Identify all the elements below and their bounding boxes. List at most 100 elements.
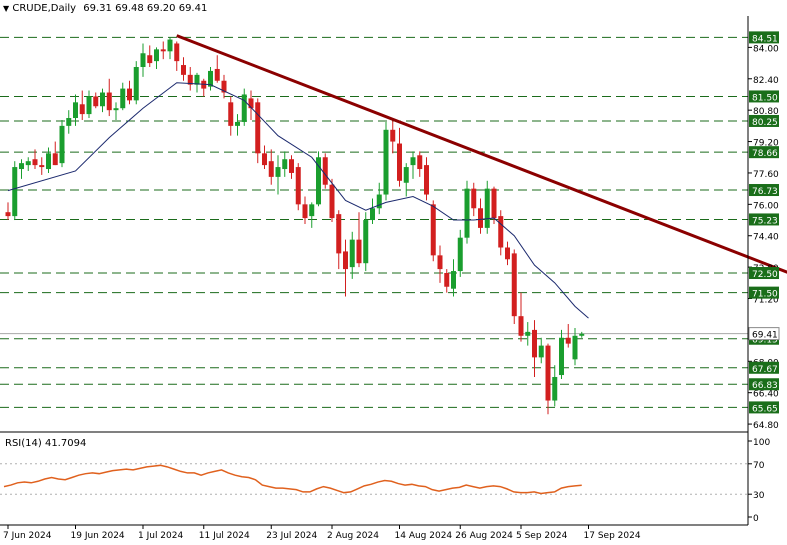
date-tick-label: 17 Sep 2024	[584, 531, 641, 541]
date-tick-label: 11 Jul 2024	[199, 531, 250, 541]
candle-body	[525, 331, 531, 336]
candle-body	[221, 80, 227, 93]
candle-body	[228, 102, 234, 126]
candle-body	[127, 88, 132, 101]
price-tick-label: 82.40	[753, 76, 779, 86]
date-tick-label: 14 Aug 2024	[395, 531, 453, 541]
level-label-box	[749, 401, 779, 414]
candle-body	[538, 345, 544, 358]
level-label: 84.51	[752, 34, 778, 44]
level-label: 67.67	[752, 365, 778, 375]
candle-body	[545, 345, 551, 401]
price-tick-label: 79.20	[753, 139, 779, 149]
date-tick-label: 2 Aug 2024	[327, 531, 379, 541]
candle-body	[403, 167, 409, 183]
candle-body	[363, 220, 369, 264]
candle-body	[498, 216, 504, 248]
level-label: 76.73	[752, 187, 778, 197]
symbol-label: CRUDE,Daily	[12, 3, 77, 14]
candle-body	[5, 212, 11, 217]
candle-body	[248, 98, 254, 109]
candle-body	[66, 118, 72, 126]
collapse-arrow-icon[interactable]: ▼	[3, 4, 10, 13]
level-label: 72.50	[752, 270, 778, 280]
trendline-layer	[176, 34, 787, 274]
level-label-box	[749, 184, 779, 197]
rsi-label: RSI(14) 41.7094	[5, 438, 87, 449]
candle-body	[282, 159, 288, 170]
candle-body	[491, 188, 497, 219]
candlestick-series	[5, 37, 585, 415]
candle-body	[505, 247, 510, 260]
candle-body	[275, 167, 281, 177]
candle-body	[73, 102, 78, 119]
candle-body	[79, 104, 85, 115]
candle-body	[437, 255, 443, 270]
candle-body	[255, 102, 261, 154]
candle-body	[39, 165, 45, 168]
candle-body	[147, 55, 153, 64]
rsi-series	[0, 463, 748, 495]
moving-average-line	[7, 82, 589, 319]
candle-body	[309, 204, 315, 217]
candle-body	[484, 188, 490, 228]
candle-body	[457, 237, 463, 272]
rsi-tick-label: 100	[753, 438, 770, 448]
candle-body	[113, 108, 119, 111]
candle-body	[390, 129, 396, 142]
rsi-tick-label: 0	[753, 514, 759, 524]
level-label: 78.66	[752, 149, 778, 159]
level-label-box	[749, 114, 779, 127]
level-label: 75.23	[752, 216, 778, 226]
price-tick-label: 84.00	[753, 44, 779, 54]
candle-body	[464, 188, 470, 238]
candle-body	[356, 239, 362, 264]
candle-body	[552, 376, 558, 401]
candle-body	[187, 74, 193, 85]
price-tick-label: 64.80	[753, 421, 779, 431]
candle-body	[241, 94, 247, 122]
trendline	[176, 34, 787, 274]
price-tick-label: 76.00	[753, 201, 779, 211]
level-label-box	[749, 361, 779, 374]
candle-body	[424, 165, 429, 195]
candle-body	[430, 204, 436, 256]
candle-body	[140, 53, 146, 68]
level-label: 80.25	[752, 118, 778, 128]
candle-body	[451, 271, 456, 289]
level-label: 81.50	[752, 93, 778, 103]
price-tick-label: 71.20	[753, 296, 779, 306]
candle-body	[120, 88, 126, 109]
level-label: 71.50	[752, 290, 778, 300]
date-tick-label: 7 Jun 2024	[3, 531, 52, 541]
axes: 84.0082.4080.8079.2077.6076.0074.4072.80…	[0, 16, 780, 541]
rsi-header: RSI(14) 41.7094	[5, 438, 86, 449]
level-label: 65.65	[752, 404, 778, 414]
candle-body	[214, 68, 220, 81]
candle-body	[322, 157, 328, 185]
moving-average-series	[7, 82, 589, 319]
candle-body	[154, 49, 159, 62]
candle-body	[532, 329, 537, 358]
candle-body	[343, 251, 348, 270]
date-tick-label: 26 Aug 2024	[455, 531, 513, 541]
candle-body	[559, 337, 564, 376]
date-tick-label: 23 Jul 2024	[266, 531, 317, 541]
candle-body	[376, 194, 382, 209]
candle-body	[25, 161, 31, 166]
candle-body	[410, 157, 416, 166]
candle-body	[19, 163, 24, 170]
level-label-box	[749, 378, 779, 391]
candle-body	[262, 153, 267, 166]
candle-body	[174, 43, 180, 62]
candle-body	[565, 337, 571, 344]
level-label-box	[749, 286, 779, 299]
current-price-label: 69.41	[752, 331, 778, 341]
candle-body	[329, 184, 335, 219]
candle-body	[235, 121, 240, 126]
candle-body	[181, 65, 186, 75]
candle-body	[106, 92, 112, 111]
date-tick-label: 5 Sep 2024	[516, 531, 568, 541]
candle-body	[86, 96, 92, 115]
